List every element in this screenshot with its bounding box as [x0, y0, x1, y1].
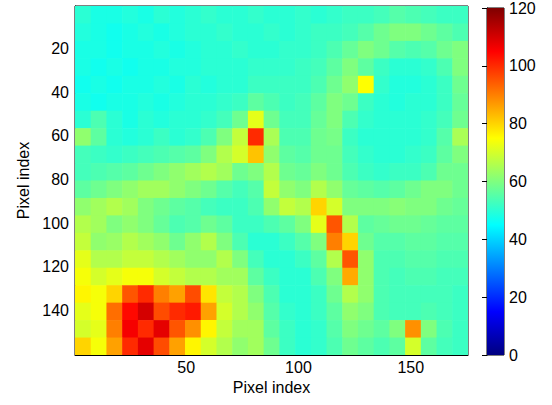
svg-text:50: 50 [177, 359, 195, 376]
svg-text:20: 20 [51, 40, 69, 57]
svg-text:60: 60 [509, 173, 527, 190]
svg-text:140: 140 [42, 302, 69, 319]
svg-text:80: 80 [509, 115, 527, 132]
svg-text:60: 60 [51, 127, 69, 144]
svg-text:100: 100 [285, 359, 312, 376]
svg-text:40: 40 [51, 84, 69, 101]
svg-text:Pixel index: Pixel index [233, 379, 310, 396]
svg-text:80: 80 [51, 171, 69, 188]
svg-text:Pixel index: Pixel index [15, 142, 32, 219]
svg-text:40: 40 [509, 231, 527, 248]
svg-text:0: 0 [509, 347, 518, 364]
svg-text:100: 100 [42, 215, 69, 232]
svg-text:120: 120 [509, 0, 536, 17]
svg-text:120: 120 [42, 258, 69, 275]
svg-text:20: 20 [509, 289, 527, 306]
svg-text:100: 100 [509, 57, 536, 74]
svg-text:150: 150 [397, 359, 424, 376]
